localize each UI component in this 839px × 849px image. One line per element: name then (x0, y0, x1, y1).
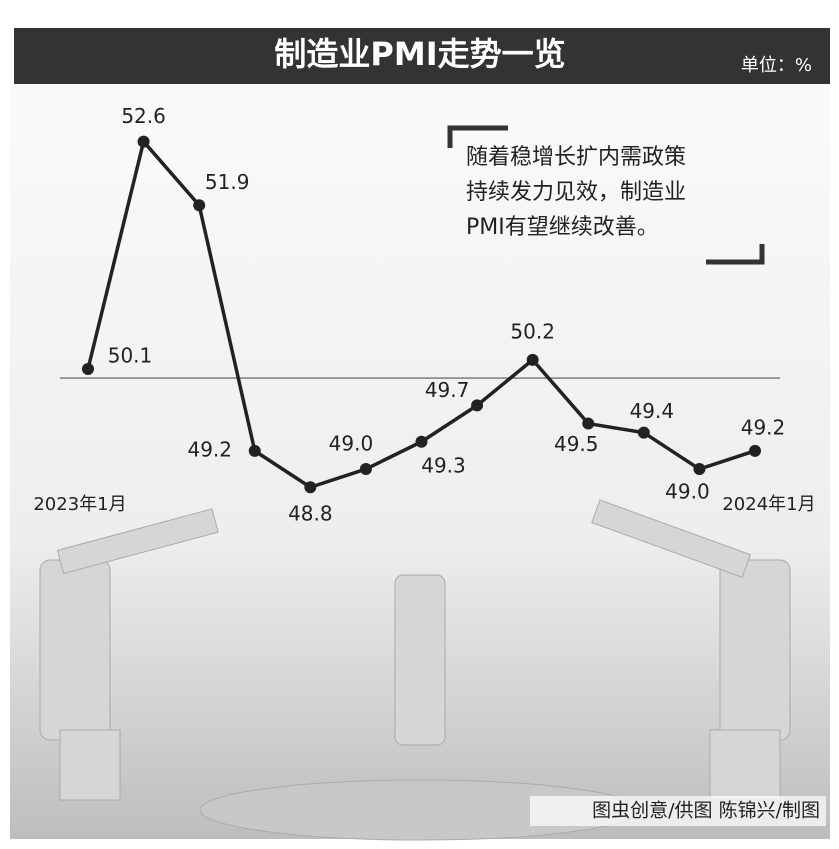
value-label: 49.5 (554, 432, 599, 456)
value-label: 49.7 (425, 378, 470, 402)
data-point (359, 463, 372, 476)
data-point (137, 135, 150, 148)
data-point (526, 353, 539, 366)
annotation: 持续发力见效，制造业 (466, 180, 686, 205)
annotation: 随着稳增长扩内需政策 (466, 145, 686, 170)
value-label: 49.3 (421, 453, 466, 477)
unit-label: 单位：% (741, 55, 812, 76)
x-tick-label: 2024年1月 (722, 494, 815, 515)
value-label: 49.0 (329, 432, 374, 456)
quote-mark (447, 125, 508, 148)
annotation: PMI有望继续改善。 (466, 215, 659, 240)
value-label: 49.2 (187, 437, 232, 461)
quote-mark (706, 244, 765, 265)
value-label: 49.2 (741, 415, 786, 439)
value-label: 48.8 (288, 502, 333, 526)
data-point (248, 444, 261, 457)
title-bar (14, 28, 830, 84)
credit-bg (530, 796, 826, 826)
data-point (637, 426, 650, 439)
data-point (415, 435, 428, 448)
chart-title: 制造业PMI走势一览 (274, 35, 565, 73)
credit: 图虫创意/供图 陈锦兴/制图 (592, 800, 820, 822)
data-point (304, 481, 317, 494)
value-label: 52.6 (121, 104, 166, 128)
value-label: 50.2 (510, 319, 555, 343)
value-label: 50.1 (108, 343, 153, 367)
data-point (693, 463, 706, 476)
data-point (471, 399, 484, 412)
data-point (582, 417, 595, 430)
robot-arms (39, 499, 791, 841)
value-label: 51.9 (205, 170, 250, 194)
x-tick-label: 2023年1月 (33, 494, 126, 515)
data-point (82, 362, 94, 375)
data-point (193, 199, 206, 212)
data-point (749, 444, 761, 457)
value-label: 49.0 (665, 480, 710, 504)
value-label: 49.4 (630, 399, 675, 423)
